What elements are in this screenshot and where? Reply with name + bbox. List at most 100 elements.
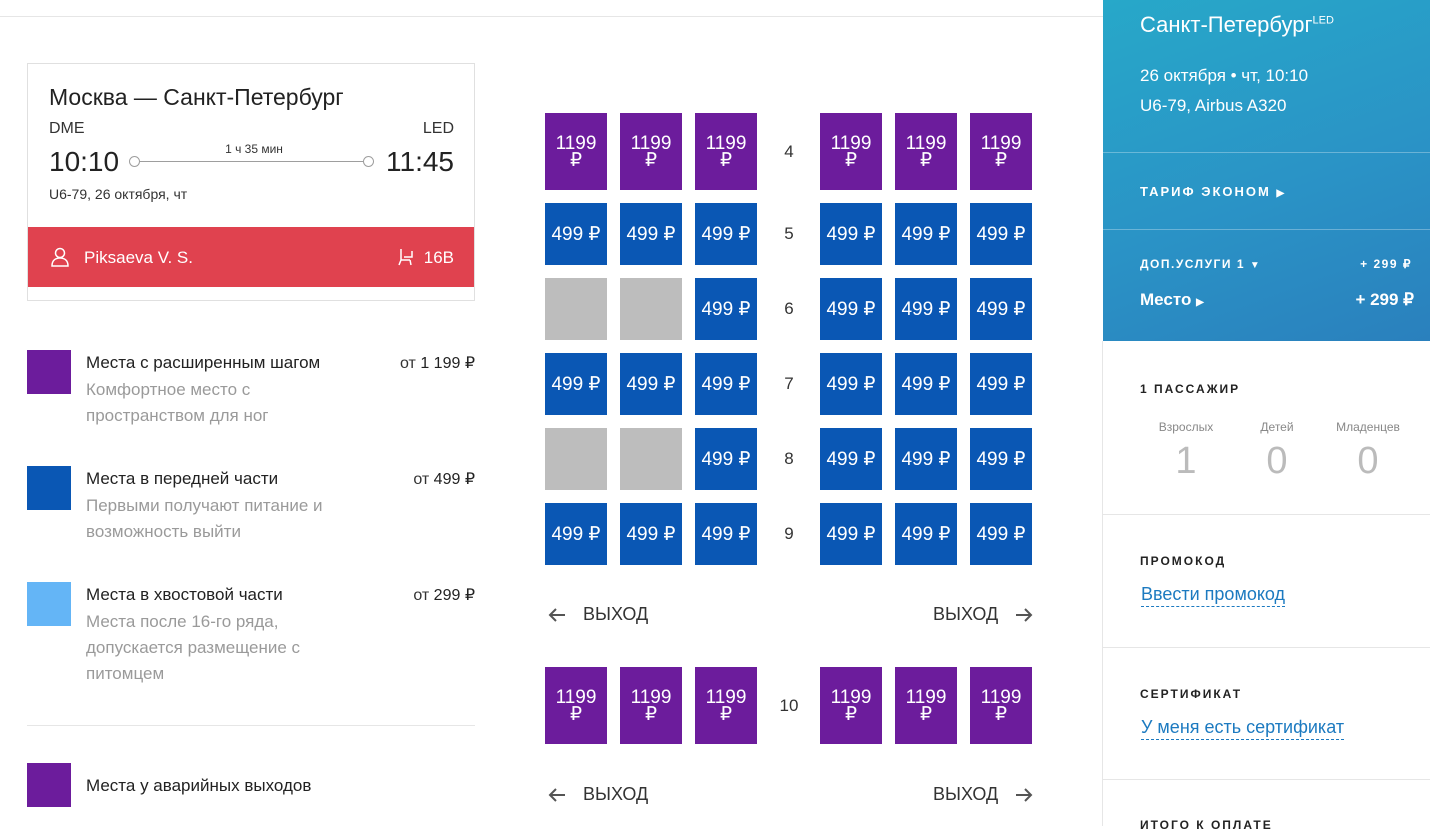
exit-label: ВЫХОД (583, 604, 649, 624)
seat-button[interactable]: 499 ₽ (970, 503, 1032, 565)
seat-button[interactable]: 1199 ₽ (545, 113, 607, 190)
legend-title: Места с расширенным шагом (86, 353, 321, 372)
seat-button[interactable]: 499 ₽ (970, 428, 1032, 490)
legend-desc: Комфортное место с пространством для ног (86, 380, 269, 425)
seat-button[interactable]: 499 ₽ (695, 428, 757, 490)
row-number: 6 (784, 299, 794, 318)
seat-button[interactable]: 499 ₽ (695, 203, 757, 265)
seat-button[interactable]: 499 ₽ (895, 503, 957, 565)
legend-price: от 499 ₽ (413, 471, 475, 488)
panel-divider (1103, 779, 1430, 780)
legend-swatch (27, 350, 71, 394)
legend-desc: Первыми получают питание и возможность в… (86, 496, 323, 541)
seat-price: 1199 ₽ (705, 132, 747, 171)
seat-button[interactable]: 499 ₽ (820, 503, 882, 565)
seat-button[interactable]: 499 ₽ (970, 278, 1032, 340)
seat-button[interactable]: 1199 ₽ (695, 667, 757, 744)
flight-duration: 1 ч 35 мин (225, 142, 283, 156)
legend-title: Места в передней части (86, 469, 279, 488)
seat-button[interactable]: 1199 ₽ (820, 667, 882, 744)
seat-button[interactable]: 1199 ₽ (620, 113, 682, 190)
seat-price: 1199 ₽ (830, 132, 872, 171)
row-number: 5 (784, 224, 794, 243)
certificate-link[interactable]: У меня есть сертификат (1141, 717, 1345, 740)
seat-button[interactable]: 499 ₽ (820, 428, 882, 490)
seat-button[interactable]: 499 ₽ (695, 503, 757, 565)
seat-unavailable (545, 278, 607, 340)
arrow-left-icon (547, 785, 567, 805)
row-number: 4 (784, 141, 794, 161)
seat-button[interactable]: 1199 ₽ (895, 667, 957, 744)
legend-title: Места в хвостовой части (86, 585, 283, 604)
seat-button[interactable]: 1199 ₽ (970, 113, 1032, 190)
total-header: ИТОГО К ОПЛАТЕ (1140, 818, 1273, 832)
arrival-time: 11:45 (386, 146, 454, 177)
seat-button[interactable]: 1199 ₽ (620, 667, 682, 744)
legend-divider (27, 725, 475, 726)
passenger-seat: 16B (423, 248, 454, 267)
children-count: 0 (1266, 440, 1288, 482)
seat-price: 1199 ₽ (555, 132, 597, 171)
seat-button[interactable]: 499 ₽ (970, 353, 1032, 415)
seat-price: 1199 ₽ (705, 686, 747, 725)
exit-label: ВЫХОД (933, 604, 999, 624)
seat-button[interactable]: 499 ₽ (895, 428, 957, 490)
seat-price: 1199 ₽ (905, 686, 947, 725)
infants-count: 0 (1357, 440, 1379, 482)
summary-city-code: LED (1312, 14, 1334, 27)
arrow-right-icon (1014, 785, 1034, 805)
passenger-name: Piksaeva V. S. (84, 248, 193, 267)
seat-button[interactable]: 499 ₽ (620, 203, 682, 265)
seat-unavailable (620, 278, 682, 340)
seat-button[interactable]: 1199 ₽ (695, 113, 757, 190)
promo-header: ПРОМОКОД (1140, 554, 1227, 568)
seat-button[interactable]: 499 ₽ (620, 353, 682, 415)
seat-button[interactable]: 499 ₽ (545, 503, 607, 565)
row-number: 9 (784, 524, 794, 543)
infants-label: Младенцев (1336, 420, 1400, 434)
arrival-code: LED (422, 120, 454, 137)
seat-button[interactable]: 499 ₽ (545, 203, 607, 265)
seat-service-link[interactable]: Место ▶ (1140, 290, 1204, 309)
seat-button[interactable]: 499 ₽ (970, 203, 1032, 265)
route-title: Москва — Санкт-Петербург (49, 84, 344, 110)
seat-button[interactable]: 1199 ₽ (545, 667, 607, 744)
seat-button[interactable]: 499 ₽ (545, 353, 607, 415)
seat-price: 1199 ₽ (555, 686, 597, 725)
seat-button[interactable]: 499 ₽ (820, 353, 882, 415)
arrow-left-icon (547, 605, 567, 625)
seat-unavailable (545, 428, 607, 490)
promo-link[interactable]: Ввести промокод (1141, 584, 1286, 607)
seat-button[interactable]: 1199 ₽ (895, 113, 957, 190)
caret-right-icon: ▶ (1196, 297, 1204, 308)
seat-button[interactable]: 499 ₽ (820, 203, 882, 265)
seat-button[interactable]: 499 ₽ (620, 503, 682, 565)
timeline-start-dot (129, 156, 140, 167)
seat-button[interactable]: 1199 ₽ (970, 667, 1032, 744)
exit-left-1: ВЫХОД (547, 604, 648, 625)
extras-toggle[interactable]: ДОП.УСЛУГИ 1 ▼ (1140, 257, 1262, 271)
legend-price: от 299 ₽ (413, 587, 475, 604)
arrow-right-icon (1014, 605, 1034, 625)
panel-divider (1103, 514, 1430, 515)
departure-time: 10:10 (49, 146, 120, 177)
seat-button[interactable]: 499 ₽ (820, 278, 882, 340)
row-number: 7 (784, 374, 794, 393)
seat-unavailable (620, 428, 682, 490)
passenger-bar[interactable]: Piksaeva V. S. 16B (28, 227, 474, 287)
seat-button[interactable]: 1199 ₽ (820, 113, 882, 190)
seat-button[interactable]: 499 ₽ (695, 353, 757, 415)
seat-button[interactable]: 499 ₽ (895, 203, 957, 265)
seat-button[interactable]: 499 ₽ (695, 278, 757, 340)
children-label: Детей (1260, 420, 1294, 434)
adults-label: Взрослых (1158, 420, 1214, 434)
timeline-end-dot (363, 156, 374, 167)
row-number: 10 (779, 695, 799, 715)
seat-button[interactable]: 499 ₽ (895, 353, 957, 415)
flight-card: Москва — Санкт-Петербург DME LED 10:10 1… (27, 63, 475, 301)
seat-price: 1199 ₽ (830, 686, 872, 725)
legend-title: Места у аварийных выходов (86, 776, 312, 795)
seat-button[interactable]: 499 ₽ (895, 278, 957, 340)
seat-price: 1199 ₽ (980, 132, 1022, 171)
tariff-link[interactable]: ТАРИФ ЭКОНОМ ▶ (1140, 184, 1287, 199)
